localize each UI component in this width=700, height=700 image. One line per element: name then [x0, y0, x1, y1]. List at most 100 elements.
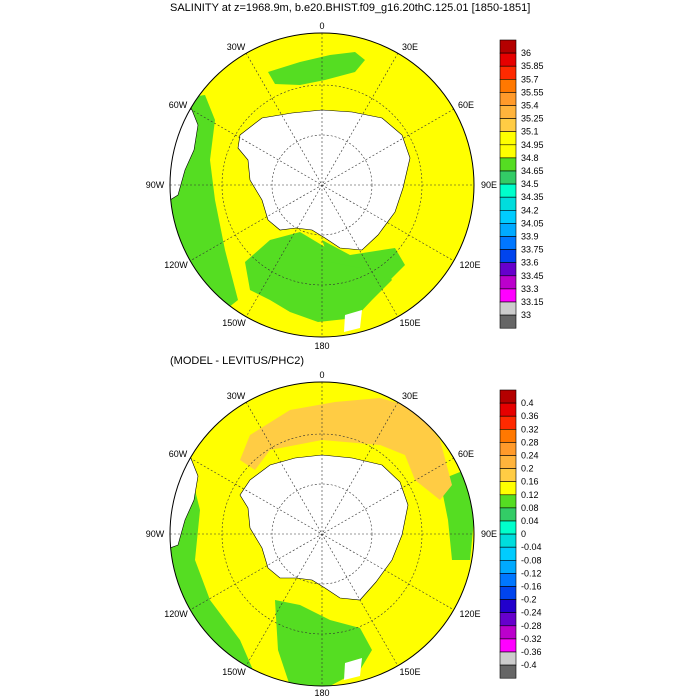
panel1-colorbar-label: 35.55 — [521, 87, 544, 97]
panel1-colorbar-box — [499, 131, 517, 146]
panel2-lon-120w: 120W — [164, 609, 188, 619]
panel1-lon-90e: 90E — [481, 180, 497, 190]
panel2-colorbar-label: -0.12 — [521, 568, 542, 578]
panel1-colorbar-label: 34.5 — [521, 179, 539, 189]
panel2-colorbar-label: -0.16 — [521, 582, 542, 592]
panel1-colorbar-label: 33.3 — [521, 284, 539, 294]
panel2-colorbar-label: 0.28 — [521, 437, 539, 447]
panel1-colorbar-box — [499, 301, 517, 316]
panel1-colorbar-box — [499, 105, 517, 119]
panel1-map: 0 30W 30E 60W 60E 90W 90E 120W 120E 150W… — [146, 21, 497, 351]
panel2-lon-150w: 150W — [222, 667, 246, 677]
panel1-colorbar-box — [499, 314, 517, 329]
panel1-colorbar-label: 33 — [521, 310, 531, 320]
panel1-colorbar-label: 33.9 — [521, 232, 539, 242]
panel1-green-shelf — [322, 240, 405, 280]
panel1-colorbar-box — [499, 144, 517, 159]
panel2-lon-90e: 90E — [481, 529, 497, 539]
panel1-antarctica — [237, 109, 411, 251]
panel1-colorbar-box — [499, 236, 517, 250]
panel2-colorbar-label: -0.04 — [521, 542, 542, 552]
panel2-lon-0: 0 — [319, 370, 324, 380]
panel2-colorbar-box — [499, 481, 517, 496]
panel2-colorbar-label: -0.32 — [521, 634, 542, 644]
panel1-colorbar-box — [499, 288, 517, 303]
panel1-colorbar: 36 35.85 35.7 35.55 35.4 35.25 35.1 34.95 34.8 34… — [499, 39, 544, 329]
panel1-colorbar-box — [499, 52, 517, 67]
panel2-colorbar-box — [499, 638, 517, 653]
panel2-new-zealand — [344, 658, 362, 680]
panel1-lon-60w: 60W — [169, 100, 188, 110]
panel1-colorbar-label: 35.1 — [521, 127, 539, 137]
panel1-colorbar-box — [499, 183, 517, 198]
panel2-map: 0 30W 30E 60W 60E 90W 90E 120W 120E 150W… — [146, 370, 497, 698]
panel1-colorbar-box — [499, 79, 517, 93]
panel2-colorbar-box — [499, 494, 517, 509]
panel1-title: SALINITY at z=1968.9m, b.e20.BHIST.f09_g… — [170, 2, 531, 14]
panel1-colorbar-label: 34.8 — [521, 153, 539, 163]
panel1-colorbar-box — [499, 210, 517, 224]
panel2-title: (MODEL - LEVITUS/PHC2) — [170, 355, 305, 367]
panel2-lon-60w: 60W — [169, 449, 188, 459]
panel1-colorbar-box — [499, 170, 517, 185]
panel2-colorbar-box — [499, 612, 517, 627]
panel1-colorbar-box — [499, 249, 517, 264]
panel1-lon-150w: 150W — [222, 318, 246, 328]
panel2-colorbar-box — [499, 573, 517, 587]
panel2-colorbar-box — [499, 415, 517, 430]
panel2-colorbar-label: 0.4 — [521, 398, 534, 408]
panel2-colorbar-label: 0.36 — [521, 411, 539, 421]
panel1-colorbar-box — [499, 157, 517, 172]
panel2-orange-ring — [240, 398, 452, 500]
panel1-colorbar-label: 33.45 — [521, 271, 544, 281]
panel1-colorbar-box — [499, 39, 517, 54]
panel2-colorbar-box — [499, 586, 517, 600]
panel2-lon-90w: 90W — [146, 529, 165, 539]
panel2-colorbar-label: 0.2 — [521, 464, 534, 474]
panel1-green-atlantic — [268, 52, 365, 85]
panel1-lon-30e: 30E — [402, 42, 418, 52]
panel2-colorbar-box — [499, 559, 517, 574]
panel2-colorbar-label: -0.36 — [521, 647, 542, 657]
panel1-lon-150e: 150E — [399, 318, 420, 328]
panel2-colorbar-box — [499, 651, 517, 666]
panel2-lon-150e: 150E — [399, 667, 420, 677]
panel2-colorbar-box — [499, 455, 517, 469]
panel2-colorbar-box — [499, 389, 517, 404]
panel2-colorbar-label: 0.16 — [521, 477, 539, 487]
panel2-colorbar-box — [499, 664, 517, 679]
panel2-colorbar-box — [499, 442, 517, 456]
panel1-colorbar-label: 35.85 — [521, 61, 544, 71]
panel2-lon-30e: 30E — [402, 391, 418, 401]
panel2-lon-60e: 60E — [458, 449, 474, 459]
panel1-lon-180: 180 — [314, 341, 329, 351]
panel1-colorbar-label: 34.95 — [521, 140, 544, 150]
panel2-lon-30w: 30W — [227, 391, 246, 401]
panel2-colorbar-label: -0.08 — [521, 555, 542, 565]
panel1-lon-60e: 60E — [458, 100, 474, 110]
panel1-colorbar-label: 34.2 — [521, 205, 539, 215]
panel1-colorbar-label: 34.35 — [521, 192, 544, 202]
panel2-colorbar-label: -0.2 — [521, 595, 537, 605]
panel2-colorbar-label: 0 — [521, 529, 526, 539]
panel1-new-zealand — [344, 310, 362, 332]
panel1-colorbar-box — [499, 118, 517, 132]
panel2-colorbar-label: -0.28 — [521, 621, 542, 631]
panel1-lon-90w: 90W — [146, 180, 165, 190]
panel1-colorbar-label: 33.75 — [521, 245, 544, 255]
panel1-colorbar-label: 34.05 — [521, 218, 544, 228]
panel1-colorbar-label: 33.15 — [521, 297, 544, 307]
panel2-colorbar-box — [499, 507, 517, 522]
panel1-lon-0: 0 — [319, 21, 324, 31]
panel1-colorbar-label: 36 — [521, 48, 531, 58]
panel2-colorbar-box — [499, 599, 517, 613]
panel2-colorbar-label: 0.32 — [521, 424, 539, 434]
panel1-colorbar-label: 33.6 — [521, 258, 539, 268]
panel1-colorbar-label: 35.4 — [521, 101, 539, 111]
panel1-colorbar-label: 35.7 — [521, 74, 539, 84]
panel2-colorbar-box — [499, 520, 517, 535]
panel2-colorbar-box — [499, 546, 517, 561]
panel1-lon-30w: 30W — [227, 42, 246, 52]
panel2-colorbar-label: -0.24 — [521, 608, 542, 618]
